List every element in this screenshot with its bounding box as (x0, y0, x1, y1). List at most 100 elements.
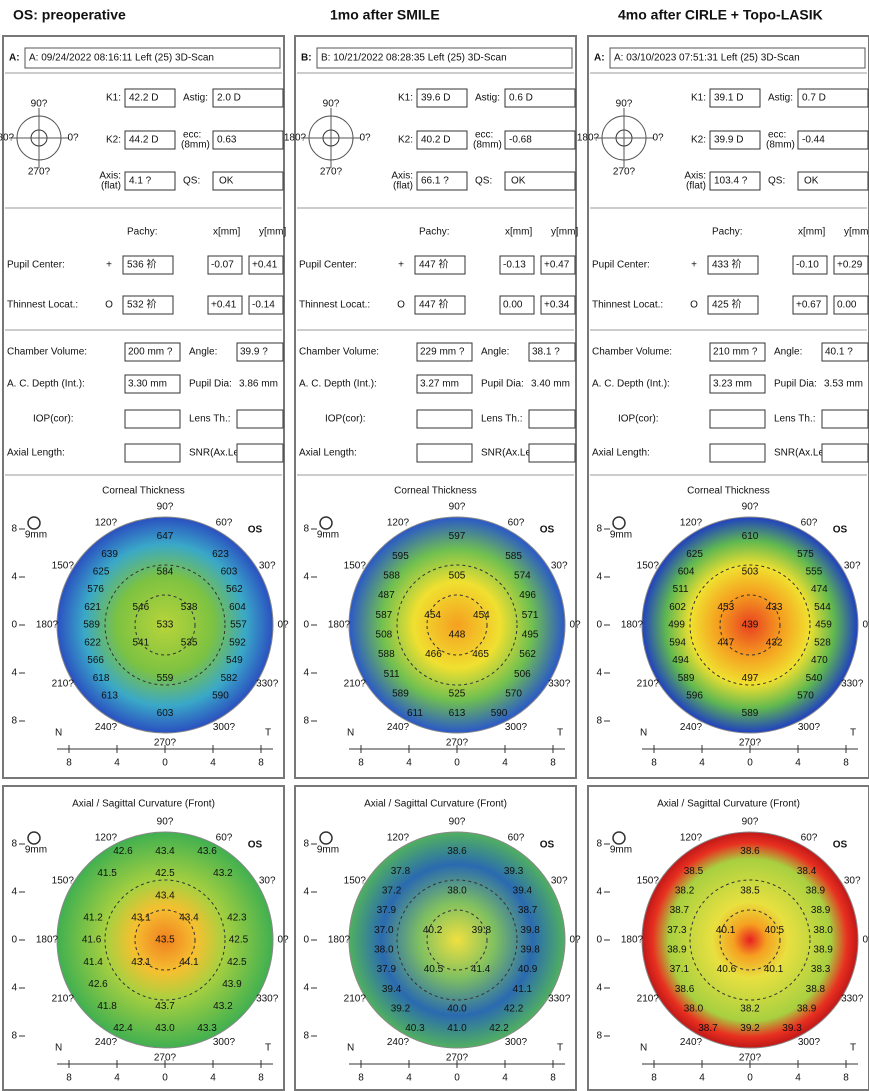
thickness-value: 610 (742, 531, 759, 542)
angle-label: 150? (52, 876, 75, 887)
angle-label: 90? (742, 817, 759, 828)
k2-label: K2: (106, 135, 121, 146)
curvature-value: 38.7 (518, 905, 538, 916)
angle-label: 30? (844, 876, 861, 887)
thickness-value: 588 (383, 570, 400, 581)
y-scale-label: 0 (596, 620, 602, 631)
angle-label: 240? (680, 1037, 703, 1048)
thickness-value: 557 (230, 620, 247, 631)
compass-label: 90? (31, 99, 48, 110)
angle-label: 90? (157, 502, 174, 513)
thickness-value: 570 (505, 689, 522, 700)
astig-value: 0.6 D (509, 93, 533, 104)
column-title: 4mo after CIRLE + Topo-LASIK (618, 7, 823, 23)
thickness-value: 496 (519, 590, 536, 601)
iop-label: IOP(cor): (325, 414, 366, 425)
angle-label: 120? (680, 832, 703, 843)
angle-label: 300? (505, 722, 528, 733)
curvature-value: 43.5 (155, 935, 175, 946)
y-scale-label: 8 (596, 716, 602, 727)
thickness-value: 470 (811, 655, 828, 666)
x-scale-label: 4 (699, 758, 705, 769)
y-header: y[mm] (551, 227, 578, 238)
pupil-pachy: 536 祄 (127, 258, 156, 271)
curvature-value: 39.8 (520, 944, 540, 955)
pentacam-comparison: OS: preoperativeA:A: 09/24/2022 08:16:11… (0, 0, 869, 1091)
zoom-label: 9mm (25, 530, 47, 541)
thickness-value: 447 (718, 637, 735, 648)
x-header: x[mm] (213, 227, 240, 238)
thickness-value: 499 (668, 620, 685, 631)
thinnest-symbol: O (397, 300, 405, 311)
nasal-label: N (640, 728, 647, 739)
eye-label: OS (540, 525, 555, 536)
thickness-value: 589 (742, 708, 759, 719)
pachy-header: Pachy: (712, 227, 743, 238)
thickness-value: 448 (449, 629, 466, 640)
curvature-value: 38.0 (813, 925, 833, 936)
thickness-value: 639 (101, 549, 118, 560)
scan-text: A: 09/24/2022 08:16:11 Left (25) 3D-Scan (29, 53, 214, 64)
snr-label: SNR(Ax.Le (481, 448, 531, 459)
curvature-value: 43.4 (155, 890, 175, 901)
angle-label: 30? (844, 561, 861, 572)
thickness-value: 587 (376, 610, 393, 621)
ecc-value: -0.68 (509, 135, 532, 146)
curvature-value: 38.0 (684, 1004, 704, 1015)
y-scale-label: 0 (596, 935, 602, 946)
temporal-label: T (265, 728, 271, 739)
y-scale-label: 8 (11, 716, 17, 727)
input-box (822, 444, 868, 462)
curvature-value: 43.3 (197, 1023, 217, 1034)
thickness-value: 549 (226, 655, 243, 666)
angle-label: 210? (637, 679, 660, 690)
qs-value: OK (511, 176, 526, 187)
x-scale-label: 8 (66, 1073, 72, 1084)
curvature-value: 38.6 (675, 984, 695, 995)
angle-label: 300? (798, 722, 821, 733)
y-scale-label: 4 (11, 887, 17, 898)
angle-label: 150? (637, 876, 660, 887)
x-scale-label: 8 (843, 1073, 849, 1084)
thickness-value: 454 (473, 610, 490, 621)
temporal-label: T (557, 728, 563, 739)
axis-value: 4.1 ? (129, 176, 152, 187)
acd-label: A. C. Depth (Int.): (299, 379, 377, 390)
input-box (125, 410, 180, 428)
angle-label: 330? (841, 994, 864, 1005)
input-box (710, 444, 765, 462)
lens-label: Lens Th.: (189, 414, 231, 425)
x-scale-label: 4 (210, 758, 216, 769)
curvature-value: 38.2 (675, 885, 695, 896)
thickness-value: 611 (407, 708, 423, 719)
qs-value: OK (219, 176, 234, 187)
curvature-value: 39.2 (740, 1023, 760, 1034)
input-box (529, 410, 575, 428)
snr-label: SNR(Ax.Le (189, 448, 239, 459)
thickness-value: 623 (212, 549, 229, 560)
x-scale-label: 0 (454, 1073, 460, 1084)
qs-label: QS: (475, 176, 492, 187)
thickness-value: 566 (87, 655, 104, 666)
thickness-value: 604 (229, 602, 246, 613)
x-scale-label: 8 (550, 1073, 556, 1084)
angle-label: 150? (344, 561, 367, 572)
thickness-title: Corneal Thickness (687, 486, 770, 497)
curvature-value: 44.1 (179, 957, 199, 968)
scan-text: B: 10/21/2022 08:28:35 Left (25) 3D-Scan (321, 53, 507, 64)
pupil_center-label: Pupil Center: (7, 260, 65, 271)
zoom-label: 9mm (317, 530, 339, 541)
thickness-value: 604 (678, 567, 695, 578)
k1-value: 39.6 D (421, 93, 450, 104)
thickness-value: 433 (766, 602, 783, 613)
thickness-value: 594 (669, 637, 686, 648)
axis-unit: (flat) (393, 181, 413, 192)
thin-x: +0.41 (211, 300, 237, 311)
thickness-value: 585 (505, 551, 522, 562)
nasal-label: N (347, 1043, 354, 1054)
curvature-value: 43.1 (131, 913, 151, 924)
curvature-value: 38.9 (813, 944, 833, 955)
lens-label: Lens Th.: (481, 414, 523, 425)
lens-label: Lens Th.: (774, 414, 816, 425)
curvature-value: 40.1 (716, 925, 736, 936)
